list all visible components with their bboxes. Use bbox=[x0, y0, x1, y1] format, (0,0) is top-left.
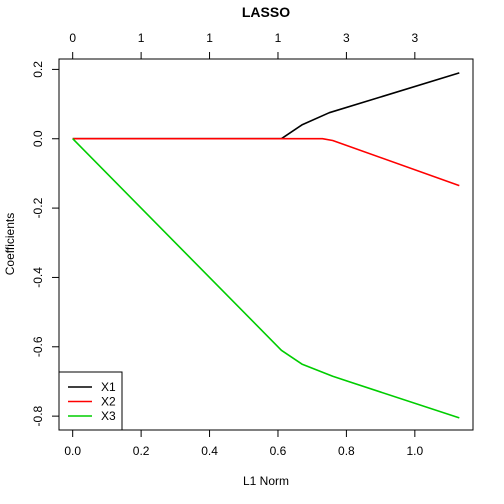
top-tick-label: 0 bbox=[69, 31, 76, 45]
series-line-x2 bbox=[72, 137, 460, 187]
legend-label: X3 bbox=[101, 409, 116, 423]
chart-title: LASSO bbox=[242, 4, 290, 20]
legend-label: X1 bbox=[101, 380, 116, 394]
x-axis: 0.0 0.2 0.4 0.6 0.8 1.0 bbox=[64, 429, 423, 458]
y-tick-label: -0.6 bbox=[31, 336, 45, 357]
series-line-x3 bbox=[72, 138, 460, 419]
y-tick-label: -0.2 bbox=[31, 197, 45, 218]
x-tick-label: 0.4 bbox=[201, 444, 218, 458]
y-tick-label: 0.0 bbox=[31, 130, 45, 147]
y-tick-label: -0.8 bbox=[31, 405, 45, 426]
x-tick-label: 1.0 bbox=[406, 444, 423, 458]
x-axis-title: L1 Norm bbox=[243, 474, 289, 488]
top-tick-label: 1 bbox=[138, 31, 145, 45]
series-lines bbox=[72, 72, 460, 419]
x-tick-label: 0.6 bbox=[270, 444, 287, 458]
y-axis-title: Coefficients bbox=[3, 213, 17, 275]
top-tick-label: 3 bbox=[343, 31, 350, 45]
top-tick-label: 1 bbox=[206, 31, 213, 45]
y-axis: -0.8 -0.6 -0.4 -0.2 0.0 0.2 bbox=[31, 61, 60, 426]
top-tick-label: 1 bbox=[275, 31, 282, 45]
x-tick-label: 0.0 bbox=[64, 444, 81, 458]
x-tick-label: 0.8 bbox=[338, 444, 355, 458]
top-tick-label: 3 bbox=[411, 31, 418, 45]
legend-label: X2 bbox=[101, 395, 116, 409]
x-tick-label: 0.2 bbox=[133, 444, 150, 458]
top-axis: 0 1 1 1 3 3 bbox=[69, 31, 418, 60]
y-tick-label: 0.2 bbox=[31, 61, 45, 78]
series-line-x1 bbox=[72, 72, 460, 140]
y-tick-label: -0.4 bbox=[31, 267, 45, 288]
